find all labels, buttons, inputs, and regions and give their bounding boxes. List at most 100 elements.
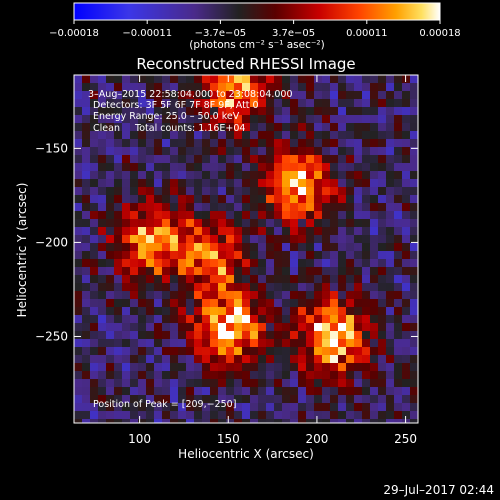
heatmap-cell [410,219,418,227]
heatmap-cell [250,299,258,307]
heatmap-cell [346,347,354,355]
heatmap-cell [330,307,338,315]
heatmap-cell [258,131,266,139]
heatmap-cell [114,203,122,211]
heatmap-cell [98,315,106,323]
heatmap-cell [130,171,138,179]
heatmap-cell [146,171,154,179]
heatmap-cell [298,243,306,251]
heatmap-cell [322,347,330,355]
heatmap-cell [314,131,322,139]
x-axis-label: Heliocentric X (arcsec) [178,447,314,461]
heatmap-cell [402,387,410,395]
heatmap-cell [266,155,274,163]
heatmap-cell [274,227,282,235]
heatmap-cell [386,123,394,131]
heatmap-cell [362,83,370,91]
heatmap-cell [274,235,282,243]
heatmap-cell [354,387,362,395]
heatmap-cell [162,339,170,347]
heatmap-cell [258,363,266,371]
heatmap-cell [98,203,106,211]
heatmap-cell [298,395,306,403]
heatmap-cell [354,131,362,139]
heatmap-cell [98,219,106,227]
heatmap-cell [306,139,314,147]
heatmap-cell [82,211,90,219]
heatmap-cell [98,147,106,155]
heatmap-cell [354,395,362,403]
heatmap-cell [250,179,258,187]
heatmap-cell [322,395,330,403]
heatmap-cell [106,347,114,355]
heatmap-cell [314,403,322,411]
heatmap-cell [90,131,98,139]
heatmap-cell [106,155,114,163]
heatmap-cell [338,131,346,139]
heatmap-cell [138,307,146,315]
heatmap-cell [74,243,82,251]
heatmap-cell [218,99,226,107]
heatmap-cell [106,171,114,179]
heatmap-cell [234,163,242,171]
heatmap-cell [354,291,362,299]
heatmap-cell [210,387,218,395]
heatmap-cell [282,187,290,195]
heatmap-cell [338,203,346,211]
heatmap-cell [290,395,298,403]
heatmap-cell [210,235,218,243]
heatmap-cell [114,163,122,171]
heatmap-cell [170,331,178,339]
heatmap-cell [98,83,106,91]
heatmap-cell [218,363,226,371]
heatmap-cell [386,267,394,275]
heatmap-cell [402,299,410,307]
heatmap-cell [202,171,210,179]
heatmap-cell [122,299,130,307]
heatmap-cell [338,403,346,411]
heatmap-cell [322,307,330,315]
heatmap-cell [314,355,322,363]
heatmap-cell [106,243,114,251]
heatmap-cell [266,267,274,275]
heatmap-cell [370,355,378,363]
heatmap-cell [218,171,226,179]
heatmap-cell [370,419,378,423]
heatmap-cell [330,251,338,259]
heatmap-cell [114,75,122,83]
heatmap-cell [178,339,186,347]
heatmap-cell [282,115,290,123]
heatmap-cell [314,147,322,155]
heatmap-cell [162,363,170,371]
heatmap-cell [98,299,106,307]
heatmap-cell [314,323,322,331]
heatmap-cell [282,123,290,131]
heatmap-cell [146,107,154,115]
heatmap-cell [146,203,154,211]
heatmap-cell [258,147,266,155]
heatmap-cell [234,387,242,395]
heatmap-cell [282,243,290,251]
heatmap-cell [258,243,266,251]
heatmap-cell [186,371,194,379]
heatmap-cell [354,355,362,363]
heatmap-cell [234,83,242,91]
heatmap-cell [282,371,290,379]
heatmap-cell [90,251,98,259]
heatmap-cell [330,75,338,83]
heatmap-cell [154,219,162,227]
heatmap-cell [338,171,346,179]
heatmap-cell [330,339,338,347]
heatmap-cell [90,203,98,211]
heatmap-cell [218,339,226,347]
heatmap-cell [130,227,138,235]
heatmap-cell [90,283,98,291]
heatmap-cell [354,363,362,371]
heatmap-cell [330,275,338,283]
heatmap-cell [338,315,346,323]
heatmap-cell [338,299,346,307]
heatmap-cell [378,331,386,339]
heatmap-cell [306,179,314,187]
x-axis-tick-labels: 100 150 200 250 [128,432,417,446]
heatmap-cell [234,187,242,195]
